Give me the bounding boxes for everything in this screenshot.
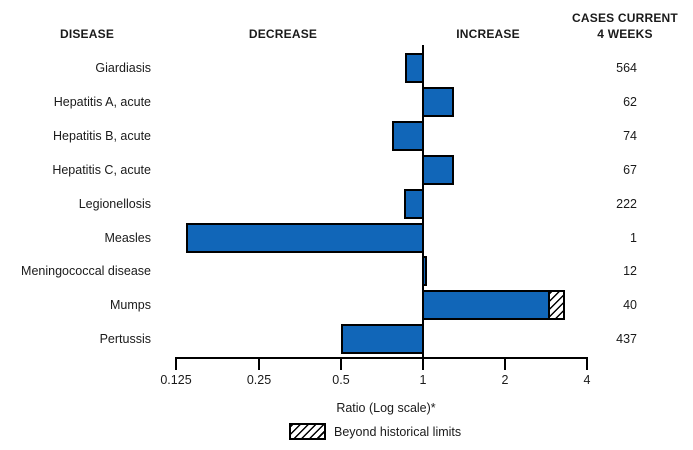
ratio-bar — [422, 290, 565, 320]
disease-label: Hepatitis C, acute — [52, 163, 151, 177]
cases-value: 1 — [630, 231, 637, 245]
baseline-ratio-1-line — [422, 45, 424, 358]
column-header-decrease: DECREASE — [248, 27, 318, 41]
x-axis-line — [175, 357, 588, 359]
disease-label: Meningococcal disease — [21, 264, 151, 278]
x-axis-tick-label: 0.125 — [160, 373, 192, 387]
cases-value: 67 — [623, 163, 637, 177]
ratio-bar — [422, 87, 454, 117]
disease-label: Mumps — [110, 298, 151, 312]
ratio-bar — [341, 324, 424, 354]
ratio-bar — [404, 189, 424, 219]
disease-label: Giardiasis — [95, 61, 151, 75]
beyond-historical-limits-segment — [548, 292, 563, 318]
x-axis-tick-mark — [586, 357, 588, 370]
x-axis-tick-mark — [504, 357, 506, 370]
x-axis-tick-label: 2 — [501, 373, 509, 387]
legend-label: Beyond historical limits — [334, 424, 462, 439]
ratio-bar — [422, 155, 454, 185]
cases-value: 564 — [616, 61, 637, 75]
disease-label: Measles — [104, 231, 151, 245]
x-axis-label: Ratio (Log scale)* — [336, 401, 436, 415]
cases-value: 62 — [623, 95, 637, 109]
x-axis-tick-mark — [340, 357, 342, 370]
beyond-historical-limits-swatch — [289, 423, 326, 440]
cases-value: 12 — [623, 264, 637, 278]
disease-label: Legionellosis — [78, 197, 151, 211]
column-header-cases-line2: 4 WEEKS — [597, 27, 653, 41]
legend: Beyond historical limits — [289, 423, 461, 440]
column-header-increase: INCREASE — [456, 27, 520, 41]
x-axis-tick-mark — [422, 357, 424, 370]
x-axis-tick-label: 1 — [419, 373, 427, 387]
x-axis-tick-label: 0.5 — [332, 373, 350, 387]
x-axis-tick-label: 0.25 — [246, 373, 272, 387]
column-header-cases: CASES CURRENT 4 WEEKS — [563, 10, 687, 42]
disease-label: Hepatitis B, acute — [53, 129, 151, 143]
column-header-disease: DISEASE — [59, 27, 115, 41]
disease-label: Pertussis — [99, 332, 151, 346]
cases-value: 40 — [623, 298, 637, 312]
x-axis-tick-mark — [258, 357, 260, 370]
column-header-cases-line1: CASES CURRENT — [572, 11, 678, 25]
ratio-bar — [392, 121, 424, 151]
ratio-bar — [186, 223, 424, 253]
x-axis-tick-label: 4 — [583, 373, 591, 387]
cases-value: 222 — [616, 197, 637, 211]
cases-value: 437 — [616, 332, 637, 346]
cases-value: 74 — [623, 129, 637, 143]
disease-label: Hepatitis A, acute — [53, 95, 151, 109]
x-axis-tick-mark — [175, 357, 177, 370]
